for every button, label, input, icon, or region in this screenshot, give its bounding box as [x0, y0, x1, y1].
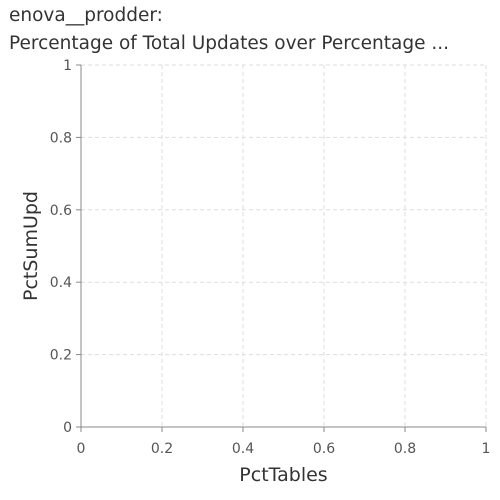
x-axis-title: PctTables	[239, 464, 327, 486]
axes	[76, 64, 487, 432]
y-tick-label: 1	[63, 58, 72, 74]
x-tick-label: 0.6	[313, 441, 335, 457]
grid-lines	[81, 64, 487, 427]
y-tick-label: 0.8	[50, 130, 72, 146]
x-tick-label: 0.2	[151, 441, 173, 457]
x-tick-label: 0.8	[394, 441, 416, 457]
chart-title-line-1: enova__prodder:	[9, 5, 163, 26]
x-tick-label: 0	[77, 441, 86, 457]
x-tick-label: 0.4	[232, 441, 254, 457]
chart-title-line-2: Percentage of Total Updates over Percent…	[9, 33, 449, 54]
y-tick-label: 0.2	[50, 348, 72, 364]
y-tick-label: 0.4	[50, 275, 72, 291]
y-tick-label: 0	[63, 420, 72, 436]
x-tick-label: 1	[482, 441, 491, 457]
y-tick-label: 0.6	[50, 203, 72, 219]
tick-labels: 0 0.2 0.4 0.6 0.8 1 0 0.2 0.4 0.6 0.8 1	[50, 58, 491, 457]
y-axis-title: PctSumUpd	[20, 191, 42, 301]
